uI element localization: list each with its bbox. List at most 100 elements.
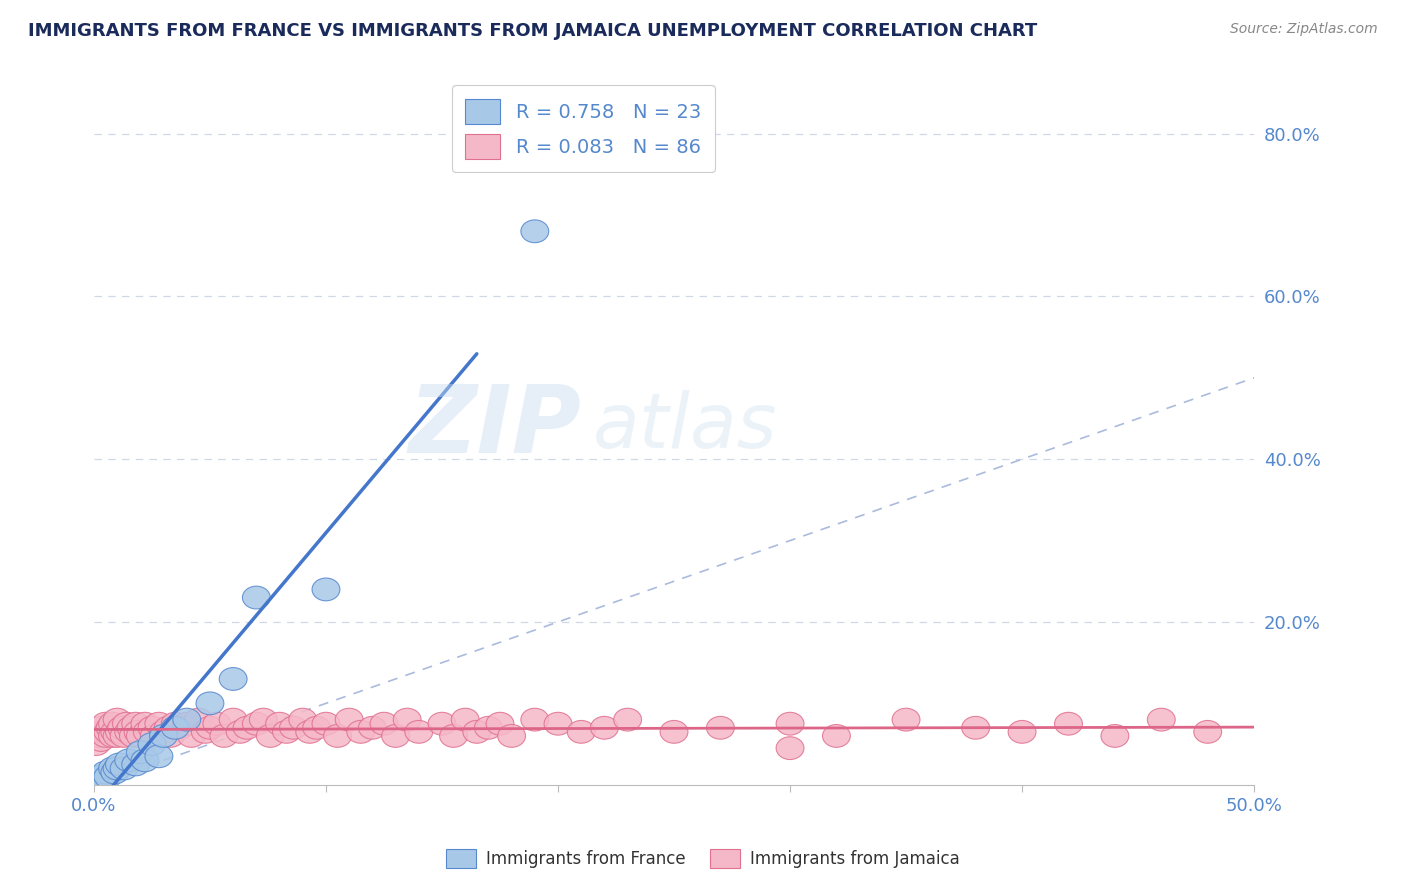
Ellipse shape: [103, 757, 131, 780]
Ellipse shape: [706, 716, 734, 739]
Ellipse shape: [381, 724, 409, 747]
Ellipse shape: [1008, 721, 1036, 743]
Ellipse shape: [823, 724, 851, 747]
Ellipse shape: [108, 716, 136, 739]
Ellipse shape: [312, 713, 340, 735]
Ellipse shape: [149, 724, 177, 747]
Ellipse shape: [312, 578, 340, 601]
Ellipse shape: [98, 713, 127, 735]
Ellipse shape: [776, 737, 804, 759]
Ellipse shape: [1054, 713, 1083, 735]
Ellipse shape: [112, 713, 141, 735]
Ellipse shape: [184, 708, 212, 731]
Ellipse shape: [145, 745, 173, 768]
Ellipse shape: [90, 721, 117, 743]
Ellipse shape: [110, 757, 138, 780]
Ellipse shape: [105, 721, 134, 743]
Ellipse shape: [173, 713, 201, 735]
Ellipse shape: [440, 724, 468, 747]
Ellipse shape: [335, 708, 363, 731]
Ellipse shape: [138, 732, 166, 756]
Ellipse shape: [94, 765, 122, 788]
Ellipse shape: [162, 716, 188, 739]
Text: IMMIGRANTS FROM FRANCE VS IMMIGRANTS FROM JAMAICA UNEMPLOYMENT CORRELATION CHART: IMMIGRANTS FROM FRANCE VS IMMIGRANTS FRO…: [28, 22, 1038, 40]
Ellipse shape: [156, 724, 184, 747]
Ellipse shape: [288, 708, 316, 731]
Ellipse shape: [219, 667, 247, 690]
Ellipse shape: [115, 749, 142, 772]
Ellipse shape: [394, 708, 420, 731]
Ellipse shape: [162, 713, 188, 735]
Ellipse shape: [83, 732, 110, 756]
Ellipse shape: [567, 721, 595, 743]
Ellipse shape: [117, 716, 145, 739]
Ellipse shape: [242, 586, 270, 609]
Ellipse shape: [96, 716, 124, 739]
Ellipse shape: [302, 716, 330, 739]
Ellipse shape: [110, 724, 138, 747]
Ellipse shape: [87, 765, 115, 788]
Ellipse shape: [209, 724, 238, 747]
Ellipse shape: [474, 716, 502, 739]
Ellipse shape: [124, 721, 152, 743]
Ellipse shape: [195, 716, 224, 739]
Ellipse shape: [87, 729, 115, 751]
Ellipse shape: [219, 708, 247, 731]
Ellipse shape: [101, 721, 129, 743]
Ellipse shape: [173, 708, 201, 731]
Ellipse shape: [463, 721, 491, 743]
Ellipse shape: [84, 724, 112, 747]
Ellipse shape: [131, 713, 159, 735]
Text: atlas: atlas: [593, 390, 778, 464]
Ellipse shape: [295, 721, 323, 743]
Ellipse shape: [280, 716, 308, 739]
Ellipse shape: [155, 716, 183, 739]
Ellipse shape: [1194, 721, 1222, 743]
Ellipse shape: [141, 724, 169, 747]
Text: ZIP: ZIP: [408, 381, 581, 473]
Ellipse shape: [591, 716, 619, 739]
Ellipse shape: [1147, 708, 1175, 731]
Ellipse shape: [103, 724, 131, 747]
Ellipse shape: [273, 721, 301, 743]
Ellipse shape: [122, 753, 149, 776]
Ellipse shape: [127, 740, 155, 764]
Ellipse shape: [520, 708, 548, 731]
Ellipse shape: [138, 716, 166, 739]
Ellipse shape: [405, 721, 433, 743]
Ellipse shape: [122, 713, 149, 735]
Ellipse shape: [347, 721, 374, 743]
Ellipse shape: [83, 769, 110, 792]
Ellipse shape: [776, 713, 804, 735]
Legend: R = 0.758   N = 23, R = 0.083   N = 86: R = 0.758 N = 23, R = 0.083 N = 86: [451, 86, 714, 172]
Ellipse shape: [134, 721, 162, 743]
Ellipse shape: [249, 708, 277, 731]
Ellipse shape: [101, 761, 129, 784]
Ellipse shape: [613, 708, 641, 731]
Ellipse shape: [98, 757, 127, 780]
Ellipse shape: [427, 713, 456, 735]
Ellipse shape: [256, 724, 284, 747]
Ellipse shape: [115, 721, 142, 743]
Ellipse shape: [103, 708, 131, 731]
Ellipse shape: [1101, 724, 1129, 747]
Ellipse shape: [233, 716, 262, 739]
Ellipse shape: [359, 716, 387, 739]
Text: Source: ZipAtlas.com: Source: ZipAtlas.com: [1230, 22, 1378, 37]
Ellipse shape: [91, 713, 120, 735]
Ellipse shape: [893, 708, 920, 731]
Ellipse shape: [266, 713, 294, 735]
Ellipse shape: [131, 749, 159, 772]
Ellipse shape: [242, 713, 270, 735]
Ellipse shape: [451, 708, 479, 731]
Legend: Immigrants from France, Immigrants from Jamaica: Immigrants from France, Immigrants from …: [439, 842, 967, 875]
Ellipse shape: [127, 724, 155, 747]
Ellipse shape: [120, 724, 148, 747]
Ellipse shape: [166, 716, 194, 739]
Ellipse shape: [105, 753, 134, 776]
Ellipse shape: [191, 721, 219, 743]
Ellipse shape: [94, 721, 122, 743]
Ellipse shape: [98, 724, 127, 747]
Ellipse shape: [149, 721, 177, 743]
Ellipse shape: [498, 724, 526, 747]
